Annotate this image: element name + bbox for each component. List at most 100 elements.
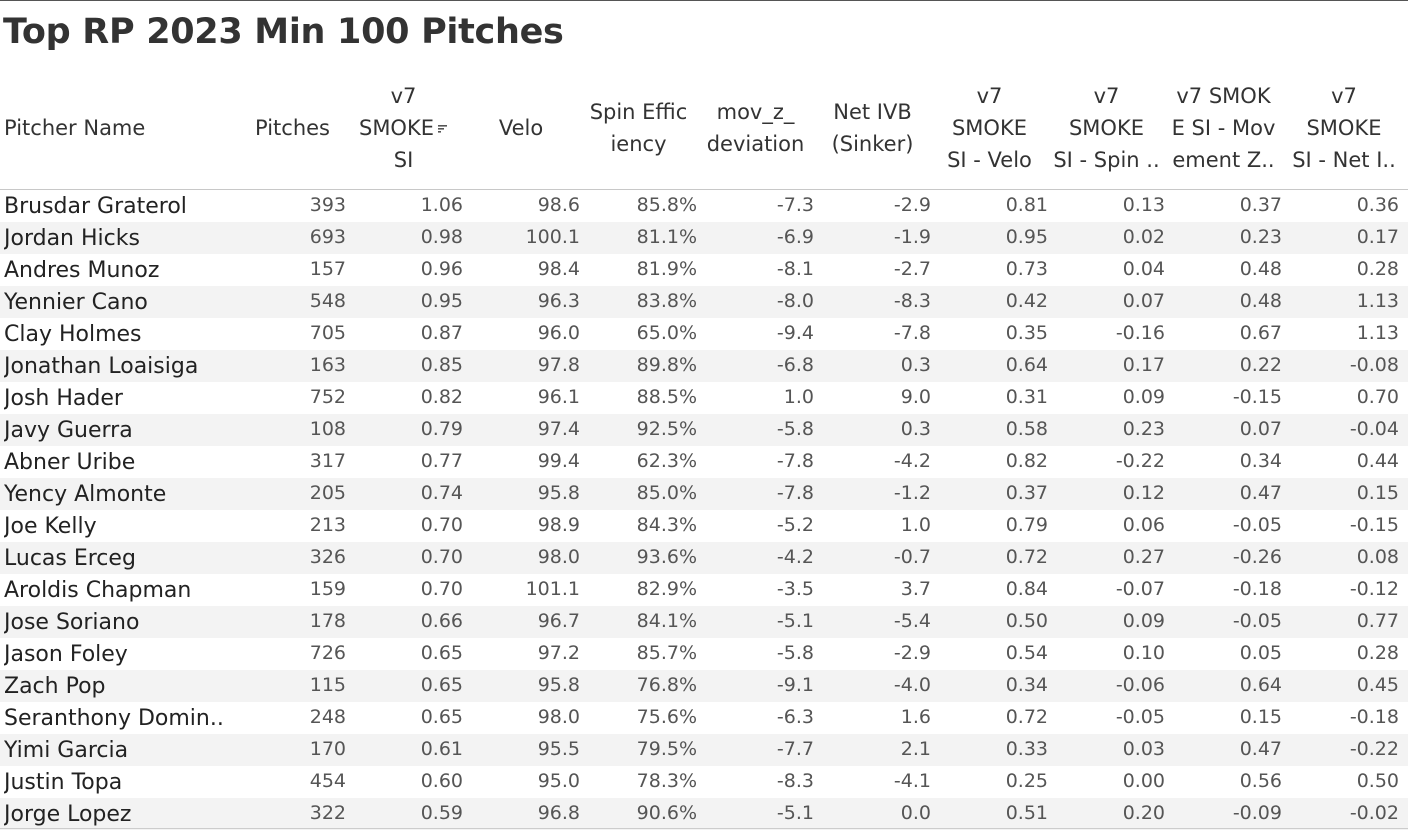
table-row[interactable]: Yimi Garcia 170 0.61 95.5 79.5% -7.7 2.1 0.33 0.… [0,734,1408,766]
cell-spin-efficiency: 89.8% [636,354,697,376]
cell-smoke-si-net-ivb: 0.08 [1356,546,1399,568]
table-row[interactable]: Jonathan Loaisiga 163 0.85 97.8 89.8% -6.8 0.3… [0,350,1408,382]
column-pitches-header[interactable]: Pitches [240,80,345,176]
cell-mov-z-deviation: -5.8 [776,418,814,440]
cell-mov-z-deviation: -8.0 [776,290,814,312]
cell-smoke-si-movement-z: 0.67 [1239,322,1282,344]
cell-velo: 101.1 [525,578,580,600]
column-spin-efficiency-header[interactable]: Spin Effic iency [580,80,697,176]
cell-velo: 96.0 [537,322,580,344]
table-row[interactable]: Yency Almonte 205 0.74 95.8 85.0% -7.8 -1.2 0.3… [0,478,1408,510]
cell-smoke-si-velo: 0.84 [1005,578,1048,600]
table-header: Pitcher Name Pitches v7 SMOKE SI Velo Spin E… [0,80,1408,189]
table-row[interactable]: Andres Munoz 157 0.96 98.4 81.9% -8.1 -2.7 0.73… [0,254,1408,286]
cell-spin-efficiency: 79.5% [636,738,697,760]
cell-net-ivb: -2.7 [893,258,931,280]
cell-smoke-si-velo: 0.73 [1005,258,1048,280]
cell-net-ivb: -2.9 [893,642,931,664]
table-row[interactable]: Abner Uribe 317 0.77 99.4 62.3% -7.8 -4.2 0.82 -… [0,446,1408,478]
column-label: mov_z_ deviation [706,100,805,156]
header-divider [0,189,1408,190]
column-label: v7 SMOKE SI - Velo [947,84,1032,172]
cell-pitches: 752 [309,386,346,408]
table-row[interactable]: Seranthony Domin.. 248 0.65 98.0 75.6% -6.3 1.… [0,702,1408,734]
cell-spin-efficiency: 75.6% [636,706,697,728]
cell-smoke-si-net-ivb: 0.45 [1356,674,1399,696]
cell-net-ivb: -4.0 [893,674,931,696]
cell-smoke-si: 0.61 [420,738,463,760]
cell-smoke-si-spin: -0.07 [1115,578,1165,600]
table-row[interactable]: Joe Kelly 213 0.70 98.9 84.3% -5.2 1.0 0.79 0.06… [0,510,1408,542]
table-row[interactable]: Lucas Erceg 326 0.70 98.0 93.6% -4.2 -0.7 0.72 0… [0,542,1408,574]
table-row[interactable]: Jorge Lopez 322 0.59 96.8 90.6% -5.1 0.0 0.51 0.… [0,798,1408,830]
table-row[interactable]: Clay Holmes 705 0.87 96.0 65.0% -9.4 -7.8 0.35 -… [0,318,1408,350]
cell-smoke-si: 0.60 [420,770,463,792]
cell-smoke-si: 0.98 [420,226,463,248]
cell-pitches: 159 [309,578,346,600]
column-smoke-si-movement-z-header[interactable]: v7 SMOK E SI - Mov ement Z.. [1165,80,1282,176]
cell-velo: 100.1 [525,226,580,248]
cell-mov-z-deviation: -6.8 [776,354,814,376]
column-smoke-si-net-ivb-header[interactable]: v7 SMOKE SI - Net I.. [1282,80,1406,176]
cell-smoke-si-net-ivb: -0.02 [1349,802,1399,824]
cell-smoke-si: 0.85 [420,354,463,376]
cell-smoke-si-movement-z: 0.05 [1239,642,1282,664]
cell-smoke-si-movement-z: 0.47 [1239,482,1282,504]
cell-smoke-si-velo: 0.34 [1005,674,1048,696]
cell-pitcher-name: Jonathan Loaisiga [4,354,199,379]
table-row[interactable]: Josh Hader 752 0.82 96.1 88.5% 1.0 9.0 0.31 0.09… [0,382,1408,414]
column-name-header[interactable]: Pitcher Name [0,80,244,176]
cell-smoke-si-velo: 0.58 [1005,418,1048,440]
sort-descending-icon[interactable] [437,124,448,134]
column-mov-z-deviation-header[interactable]: mov_z_ deviation [697,80,814,176]
top-border [0,0,1408,1]
cell-smoke-si-velo: 0.82 [1005,450,1048,472]
column-net-ivb-header[interactable]: Net IVB (Sinker) [814,80,931,176]
cell-spin-efficiency: 84.1% [636,610,697,632]
table-row[interactable]: Brusdar Graterol 393 1.06 98.6 85.8% -7.3 -2.9… [0,190,1408,222]
cell-smoke-si-net-ivb: 0.17 [1356,226,1399,248]
cell-pitches: 454 [309,770,346,792]
column-label: Net IVB (Sinker) [831,100,914,156]
cell-velo: 98.9 [537,514,580,536]
cell-pitcher-name: Yimi Garcia [4,738,129,763]
cell-velo: 97.8 [537,354,580,376]
column-velo-header[interactable]: Velo [462,80,580,176]
cell-smoke-si-net-ivb: 0.36 [1356,194,1399,216]
cell-velo: 95.8 [537,674,580,696]
table-row[interactable]: Yennier Cano 548 0.95 96.3 83.8% -8.0 -8.3 0.42… [0,286,1408,318]
cell-net-ivb: 0.3 [900,418,931,440]
column-smoke-si-velo-header[interactable]: v7 SMOKE SI - Velo [931,80,1048,176]
cell-smoke-si-spin: 0.02 [1122,226,1165,248]
cell-pitcher-name: Jason Foley [4,642,128,667]
table-row[interactable]: Jordan Hicks 693 0.98 100.1 81.1% -6.9 -1.9 0.9… [0,222,1408,254]
cell-velo: 98.0 [537,706,580,728]
cell-velo: 98.6 [537,194,580,216]
table-row[interactable]: Jose Soriano 178 0.66 96.7 84.1% -5.1 -5.4 0.50… [0,606,1408,638]
cell-net-ivb: -7.8 [893,322,931,344]
table-row[interactable]: Zach Pop 115 0.65 95.8 76.8% -9.1 -4.0 0.34 -0.0… [0,670,1408,702]
cell-velo: 95.8 [537,482,580,504]
cell-smoke-si-spin: -0.06 [1115,674,1165,696]
page-title: Top RP 2023 Min 100 Pitches [3,12,564,52]
column-label: v7 SMOKE SI [359,80,448,176]
cell-pitches: 726 [309,642,346,664]
table-row[interactable]: Javy Guerra 108 0.79 97.4 92.5% -5.8 0.3 0.58 0.… [0,414,1408,446]
bottom-border [0,828,1408,829]
cell-smoke-si-movement-z: 0.56 [1239,770,1282,792]
table-row[interactable]: Aroldis Chapman 159 0.70 101.1 82.9% -3.5 3.7 0… [0,574,1408,606]
cell-smoke-si: 0.74 [420,482,463,504]
table-row[interactable]: Jason Foley 726 0.65 97.2 85.7% -5.8 -2.9 0.54 0… [0,638,1408,670]
column-smoke-si-header[interactable]: v7 SMOKE SI [345,80,462,176]
cell-mov-z-deviation: -6.3 [776,706,814,728]
cell-smoke-si-spin: 0.23 [1122,418,1165,440]
cell-mov-z-deviation: -5.8 [776,642,814,664]
cell-smoke-si-net-ivb: 0.28 [1356,642,1399,664]
cell-pitcher-name: Yennier Cano [4,290,148,315]
table-row[interactable]: Justin Topa 454 0.60 95.0 78.3% -8.3 -4.1 0.25 0… [0,766,1408,798]
cell-spin-efficiency: 88.5% [636,386,697,408]
cell-mov-z-deviation: -9.1 [776,674,814,696]
cell-smoke-si-spin: -0.22 [1115,450,1165,472]
cell-spin-efficiency: 76.8% [636,674,697,696]
column-smoke-si-spin-header[interactable]: v7 SMOKE SI - Spin .. [1048,80,1165,176]
